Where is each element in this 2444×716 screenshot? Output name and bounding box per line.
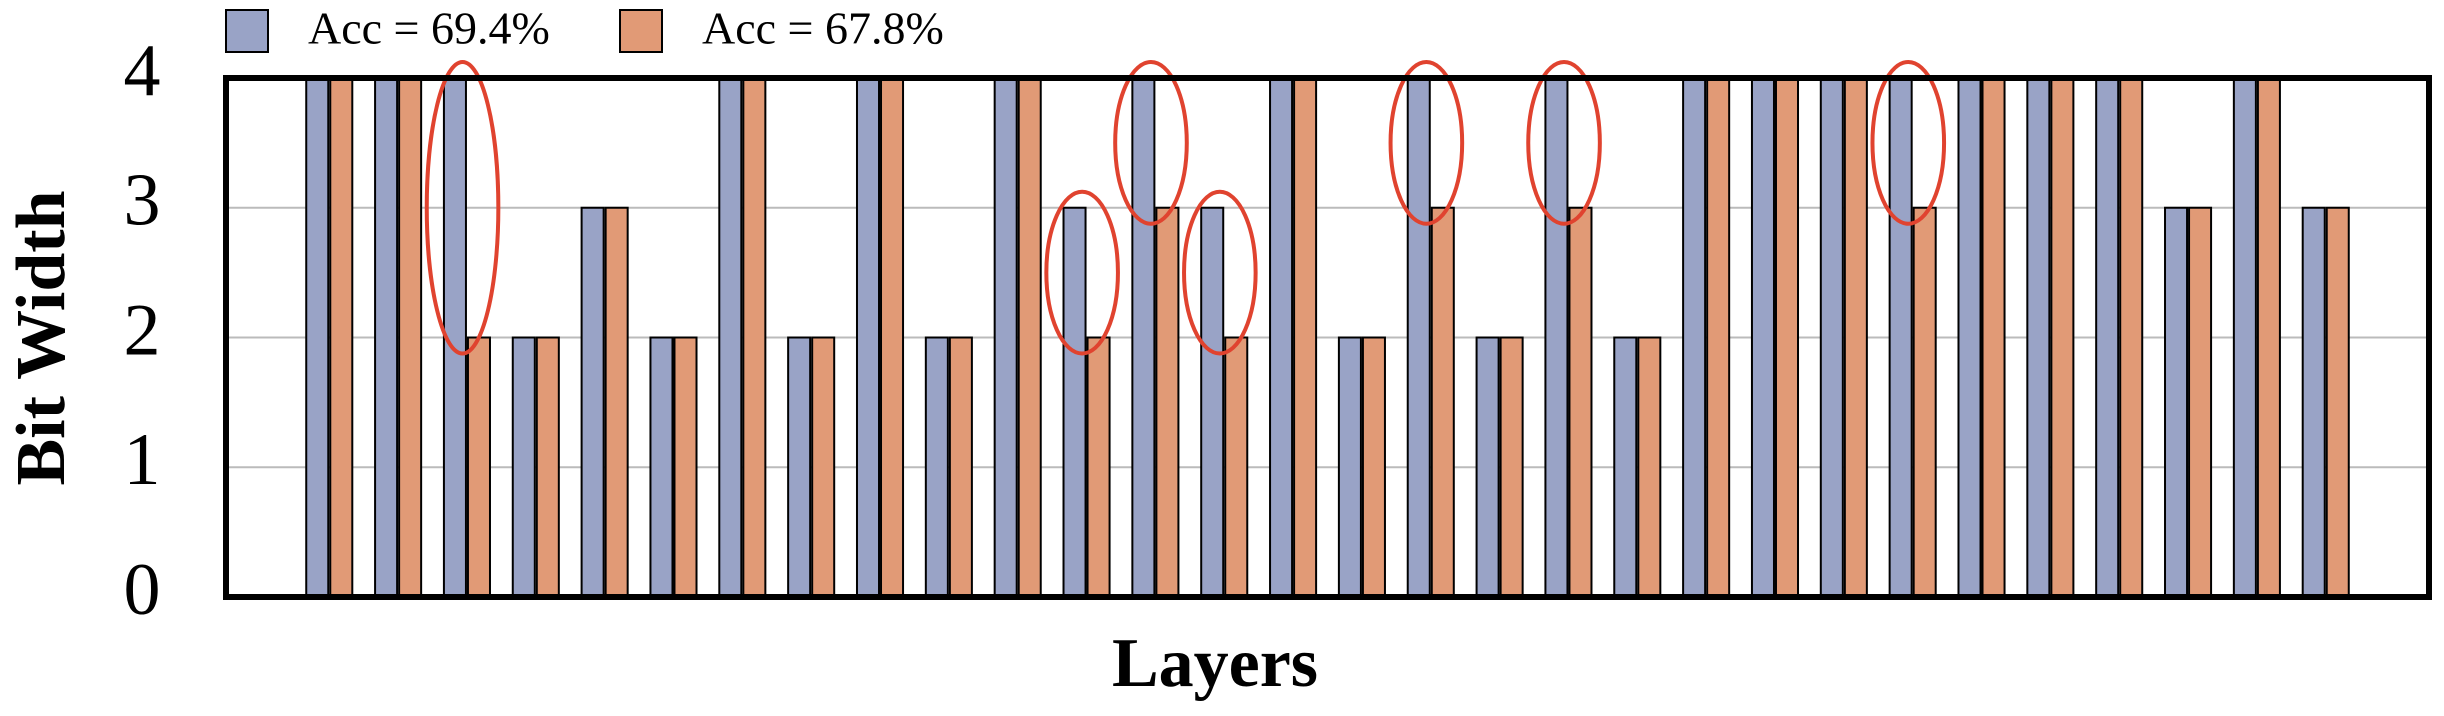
bar [2050,77,2075,598]
bar [924,336,949,598]
bar [374,77,399,598]
highlight-ellipse [1870,60,1947,226]
bar [1750,77,1775,598]
bar [2026,77,2051,598]
highlight-ellipse [1182,189,1258,356]
bar [511,336,536,598]
bar [1957,77,1982,598]
bar [2325,206,2350,598]
bar [673,336,698,598]
bar [1131,77,1156,598]
legend-swatch [225,9,269,53]
bar [329,77,354,598]
highlight-ellipse [424,60,501,356]
bar [1086,336,1111,598]
bar [1706,77,1731,598]
x-axis-title: Layers [1112,625,1318,702]
bar [1062,206,1087,598]
bar [2095,77,2120,598]
bar [1269,77,1294,598]
bar [1613,336,1638,598]
bar [1293,77,1318,598]
bar [2256,77,2281,598]
bar [880,77,905,598]
bar [2188,206,2213,598]
bar [1843,77,1868,598]
bar [1200,206,1225,598]
y-tick-label: 1 [124,419,161,501]
highlight-ellipse [1388,60,1465,226]
bar [718,77,743,598]
bar [811,336,836,598]
bar [1499,336,1524,598]
legend-swatch [619,9,663,53]
bar [1406,77,1431,598]
bar [466,336,491,598]
bar [1912,206,1937,598]
bar [580,206,605,598]
bar [649,336,674,598]
bar [604,206,629,598]
bar [1819,77,1844,598]
bar [1017,77,1042,598]
bar [305,77,330,598]
y-tick-label: 2 [124,289,161,371]
bar [787,336,812,598]
bar [535,336,560,598]
bar [1337,336,1362,598]
bar [398,77,423,598]
bar [2164,206,2189,598]
y-tick-label: 4 [124,30,161,112]
bar [1888,77,1913,598]
bar [1361,336,1386,598]
y-tick-label: 3 [124,160,161,242]
bar [1544,77,1569,598]
bar [2301,206,2326,598]
bar [1430,206,1455,598]
bar [1475,336,1500,598]
bar [1637,336,1662,598]
bar [2119,77,2144,598]
legend-label: Acc = 69.4% [308,3,550,54]
bar [948,336,973,598]
bar [993,77,1018,598]
bar [1682,77,1707,598]
bar [2232,77,2257,598]
highlight-ellipse [1044,189,1120,356]
legend-label: Acc = 67.8% [702,3,944,54]
highlight-ellipse [1113,60,1189,226]
y-tick-label: 0 [124,549,161,631]
bar [855,77,881,598]
y-axis-title: Bit Width [3,190,80,485]
bar [1774,77,1800,598]
bar [1981,77,2006,598]
bar [1224,336,1249,598]
highlight-ellipse [1526,60,1602,226]
bar [1568,206,1593,598]
plot-frame [223,75,2432,600]
bar [1155,206,1180,598]
bar [742,77,767,598]
